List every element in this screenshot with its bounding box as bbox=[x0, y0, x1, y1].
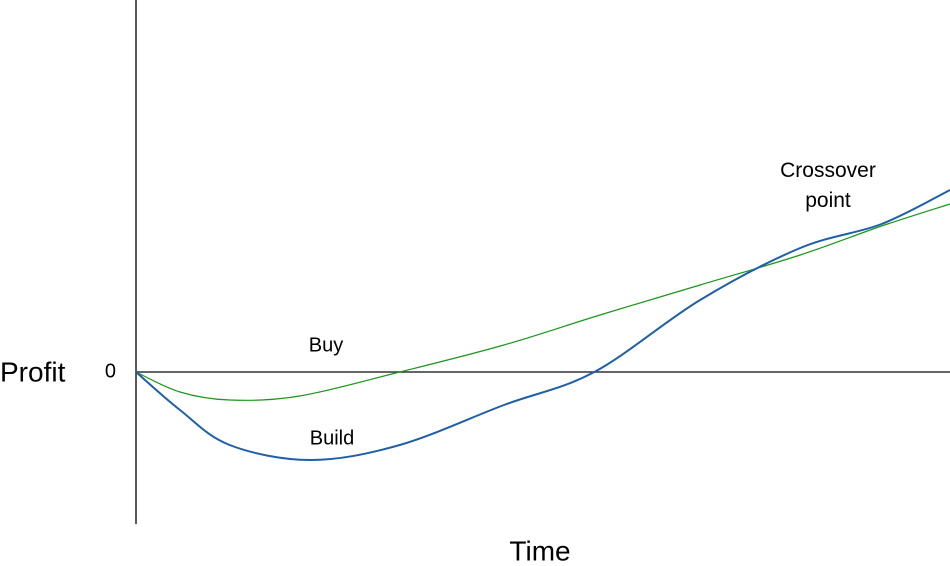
series-label: Buy bbox=[309, 334, 343, 356]
series-label: Build bbox=[310, 427, 354, 449]
y-axis-label: Profit bbox=[0, 356, 66, 387]
series-line bbox=[135, 189, 950, 462]
x-axis-label: Time bbox=[509, 535, 570, 566]
y-tick-label: 0 bbox=[105, 360, 116, 382]
series-line bbox=[135, 203, 950, 401]
annotation: Crossover point bbox=[780, 159, 876, 212]
